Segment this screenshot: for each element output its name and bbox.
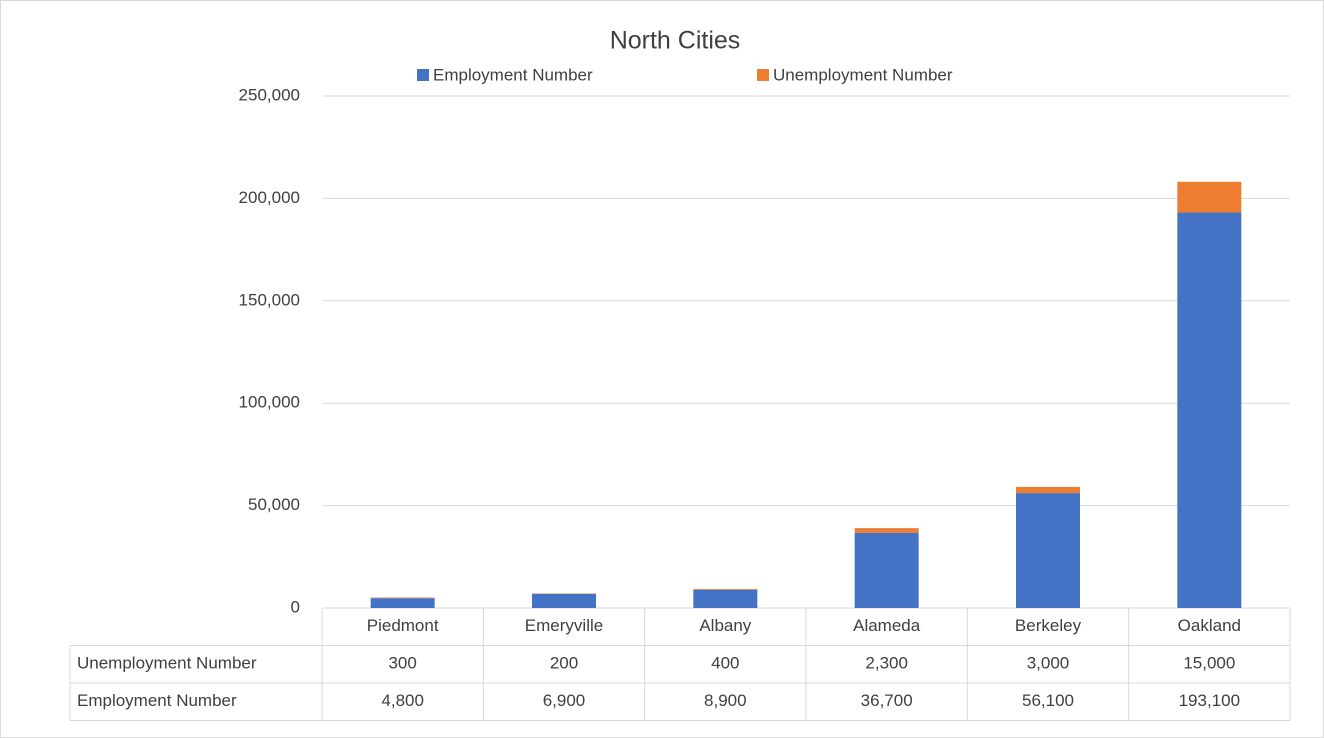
bar-segment: [370, 598, 435, 608]
y-tick-label: 0: [291, 597, 300, 616]
bar-segment: [1177, 181, 1242, 213]
bar-segment: [1177, 212, 1242, 609]
bar-segment: [532, 593, 596, 608]
y-tick-label: 150,000: [239, 290, 300, 309]
y-tick-label: 100,000: [239, 393, 300, 412]
x-tick-label: Berkeley: [1015, 616, 1082, 635]
table-cell: 3,000: [1027, 654, 1070, 673]
table-cell: 6,900: [543, 691, 586, 710]
table-cell: 300: [388, 654, 416, 673]
table-cell: 36,700: [861, 691, 913, 710]
bar-segment: [854, 528, 919, 533]
table-cell: 15,000: [1183, 654, 1235, 673]
x-tick-label: Emeryville: [525, 616, 603, 635]
x-tick-label: Oakland: [1178, 616, 1241, 635]
table-cell: 56,100: [1022, 691, 1074, 710]
x-tick-label: Albany: [699, 616, 751, 635]
table-cell: 193,100: [1179, 691, 1240, 710]
y-tick-label: 50,000: [248, 495, 300, 514]
table-cell: 200: [550, 654, 578, 673]
table-cell: 2,300: [865, 654, 908, 673]
bar-segment: [1016, 486, 1080, 494]
table-cell: 400: [711, 654, 739, 673]
legend-swatch: [417, 69, 429, 81]
bar-segment: [370, 597, 435, 599]
legend-label: Employment Number: [433, 65, 593, 84]
legend-swatch: [757, 69, 769, 81]
table-row-label: Unemployment Number: [77, 654, 257, 673]
chart-title: North Cities: [610, 27, 741, 55]
table-row-label: Employment Number: [77, 691, 237, 710]
bar-segment: [854, 532, 919, 608]
table-cell: 4,800: [381, 691, 424, 710]
bar-segment: [693, 588, 758, 590]
legend-label: Unemployment Number: [773, 65, 953, 84]
y-tick-label: 200,000: [239, 188, 300, 207]
y-tick-label: 250,000: [239, 85, 300, 104]
bar-segment: [693, 589, 758, 608]
x-tick-label: Alameda: [853, 616, 921, 635]
x-tick-label: Piedmont: [367, 616, 439, 635]
bar-segment: [1016, 493, 1080, 608]
table-cell: 8,900: [704, 691, 747, 710]
